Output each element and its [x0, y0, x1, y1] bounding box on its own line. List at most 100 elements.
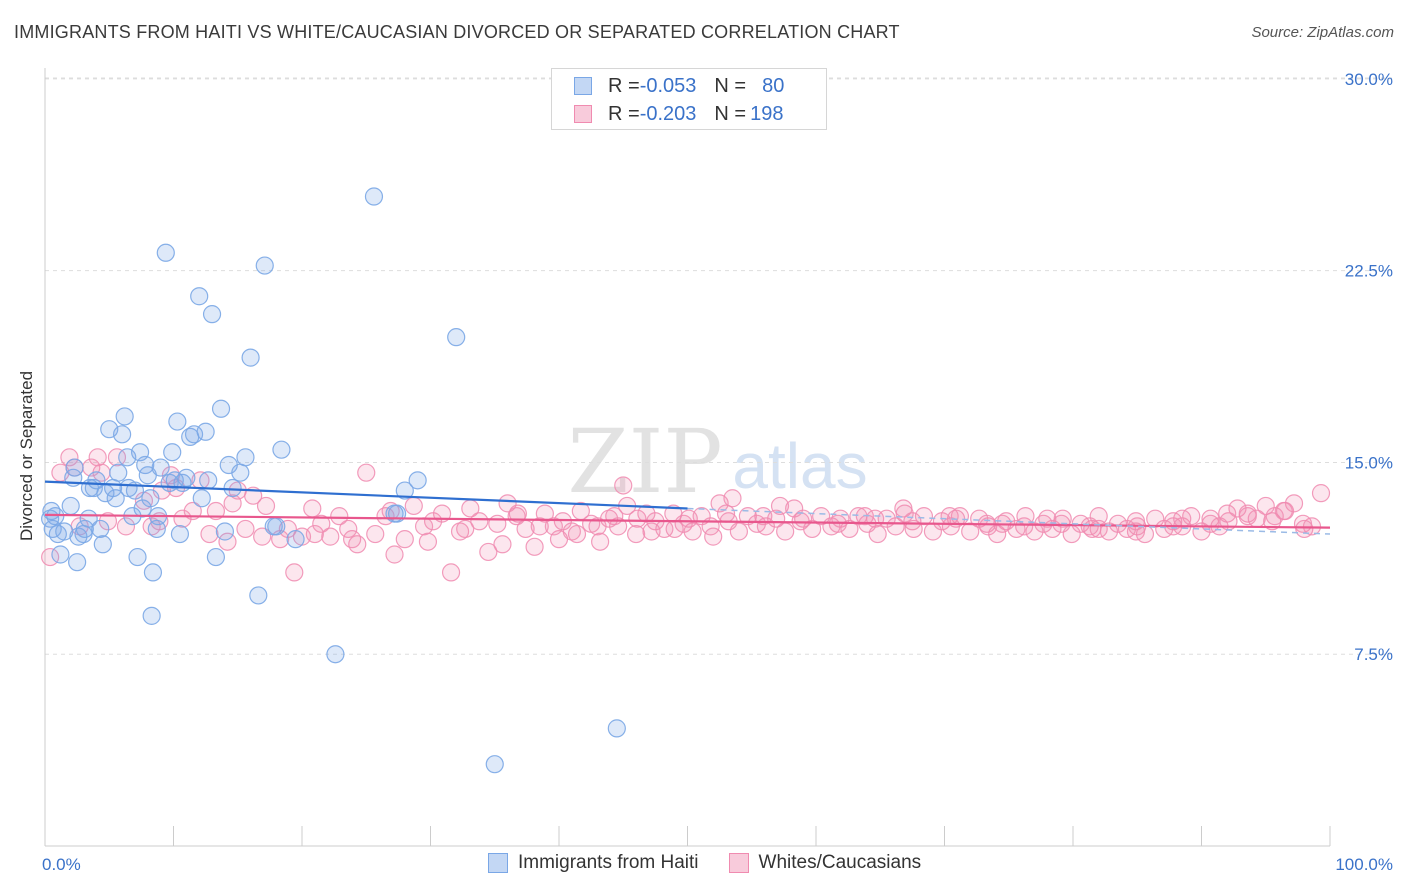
- whites-point: [567, 524, 587, 544]
- haiti-point: [141, 489, 160, 508]
- whites-point: [776, 522, 795, 541]
- source-label: Source: ZipAtlas.com: [1251, 24, 1394, 41]
- haiti-point: [151, 458, 170, 477]
- haiti-point: [91, 519, 110, 539]
- whites-point: [614, 476, 633, 495]
- haiti-point: [211, 399, 231, 418]
- whites-point: [1275, 501, 1295, 521]
- whites-point: [456, 519, 475, 539]
- whites-point: [1295, 519, 1314, 539]
- haiti-point: [68, 553, 87, 572]
- whites-point: [886, 517, 905, 536]
- whites-swatch: [574, 105, 592, 123]
- whites-point: [441, 563, 461, 582]
- whites-point: [704, 527, 723, 546]
- r-label: R =: [608, 102, 640, 125]
- haiti-point: [408, 471, 427, 490]
- haiti-point: [249, 586, 268, 605]
- haiti-point: [236, 448, 255, 467]
- stats-legend-row-haiti: R = -0.053 N = 80: [574, 73, 784, 99]
- whites-point: [348, 535, 367, 554]
- haiti-trendline-extension: [687, 507, 1331, 535]
- whites-point: [1263, 512, 1282, 531]
- haiti-point: [223, 478, 242, 498]
- whites-point: [626, 524, 646, 544]
- whites-point: [305, 524, 324, 544]
- whites-point: [770, 496, 790, 516]
- haiti-point: [115, 407, 134, 426]
- whites-point: [256, 496, 276, 516]
- whites-point: [285, 563, 304, 582]
- watermark-zip: ZIP: [567, 410, 722, 513]
- whites-trendline: [44, 513, 1331, 529]
- whites-point: [253, 527, 272, 546]
- legend-item-haiti: Immigrants from Haiti: [488, 852, 699, 874]
- haiti-point: [190, 287, 209, 306]
- whites-point: [173, 509, 192, 528]
- haiti-point: [112, 425, 132, 444]
- whites-point: [1311, 484, 1331, 503]
- haiti-point: [395, 481, 414, 500]
- whites-point: [339, 519, 358, 539]
- whites-point: [1108, 514, 1128, 533]
- legend-item-whites: Whites/Caucasians: [728, 852, 921, 874]
- haiti-point: [133, 499, 152, 518]
- whites-point: [1265, 507, 1284, 526]
- chart-title: IMMIGRANTS FROM HAITI VS WHITE/CAUCASIAN…: [14, 22, 900, 42]
- haiti-point: [128, 547, 147, 567]
- haiti-point: [143, 563, 163, 582]
- whites-point: [1228, 499, 1247, 518]
- haiti-point: [255, 256, 274, 275]
- whites-point: [1201, 514, 1220, 533]
- haiti-point: [196, 422, 215, 441]
- whites-point: [493, 535, 512, 554]
- whites-point: [508, 504, 527, 523]
- haiti-point: [109, 463, 128, 482]
- stats-legend-row-whites: R = -0.203 N = 198: [574, 101, 783, 127]
- whites-point: [628, 509, 647, 528]
- whites-point: [303, 499, 322, 518]
- haiti-point: [55, 522, 74, 541]
- haiti-point: [61, 496, 80, 516]
- haiti-point: [286, 530, 305, 549]
- haiti-point: [93, 535, 112, 554]
- whites-point: [894, 499, 913, 518]
- haiti-point: [485, 755, 504, 774]
- whites-point: [488, 514, 507, 533]
- haiti-point: [231, 463, 250, 482]
- haiti-point: [385, 504, 404, 523]
- haiti-point: [192, 489, 211, 508]
- whites-point: [450, 522, 470, 541]
- haiti-point: [177, 468, 196, 487]
- haiti-point: [206, 547, 226, 567]
- haiti-point: [607, 719, 626, 738]
- watermark-atlas: atlas: [732, 430, 867, 502]
- whites-point: [609, 517, 628, 536]
- whites-point: [200, 524, 219, 544]
- y-tick-label: 7.5%: [1354, 645, 1393, 664]
- whites-point: [553, 512, 572, 531]
- whites-point: [723, 489, 742, 508]
- whites-point: [60, 448, 79, 467]
- y-tick-label: 15.0%: [1345, 453, 1393, 472]
- whites-point: [357, 463, 376, 482]
- whites-point: [1015, 517, 1034, 536]
- x-tick-label: 0.0%: [42, 855, 81, 874]
- haiti-point: [199, 471, 218, 490]
- bottom-legend: Immigrants from Haiti Whites/Caucasians: [488, 852, 951, 874]
- whites-point: [605, 507, 624, 526]
- haiti-point: [142, 606, 161, 625]
- whites-point: [642, 522, 661, 541]
- x-tick-label: 100.0%: [1335, 855, 1393, 874]
- whites-point: [385, 545, 404, 564]
- legend-label-haiti: Immigrants from Haiti: [518, 852, 699, 873]
- haiti-point: [184, 425, 204, 444]
- haiti-point: [215, 522, 234, 541]
- whites-point: [525, 537, 544, 556]
- whites-point: [404, 496, 423, 516]
- haiti-point: [51, 545, 70, 564]
- y-tick-label: 30.0%: [1345, 70, 1393, 89]
- haiti-point: [202, 305, 222, 324]
- haiti-swatch: [574, 77, 592, 95]
- haiti-point: [272, 440, 291, 459]
